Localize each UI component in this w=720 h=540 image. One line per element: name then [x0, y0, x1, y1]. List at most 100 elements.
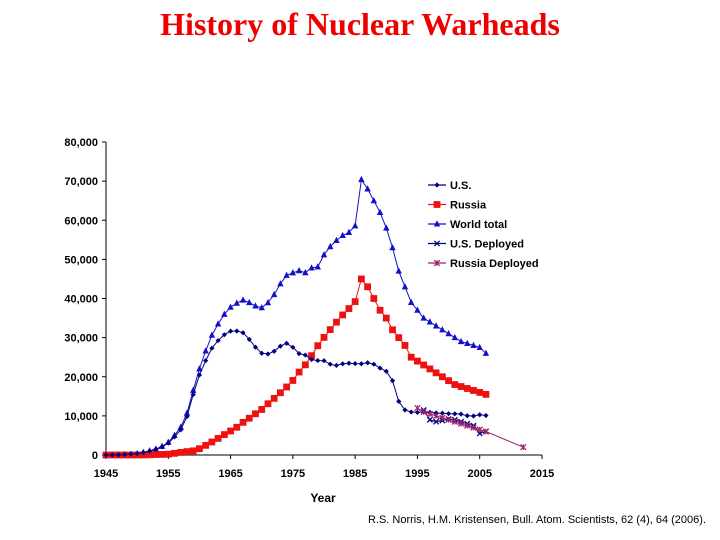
x-tick-label: 1975 [281, 468, 305, 480]
data-point [301, 361, 309, 369]
data-point [432, 322, 440, 329]
data-point [146, 451, 153, 459]
data-point [432, 412, 440, 420]
data-point [426, 416, 433, 423]
y-tick-label: 30,000 [64, 333, 98, 345]
data-point [183, 409, 191, 416]
data-point [227, 328, 234, 334]
data-point [109, 452, 115, 458]
data-point [326, 326, 334, 334]
data-point [202, 441, 210, 449]
data-point [183, 448, 191, 456]
data-point [357, 275, 365, 283]
legend-label: U.S. Deployed [450, 239, 524, 251]
data-point [520, 443, 527, 451]
y-tick-label: 40,000 [64, 294, 98, 306]
series-layer [102, 175, 527, 459]
x-axis-label: Year [310, 491, 336, 505]
data-point [283, 383, 291, 391]
data-point [159, 444, 165, 450]
data-point [476, 389, 484, 396]
legend-entry: Russia Deployed [428, 258, 539, 270]
data-point [320, 251, 328, 258]
data-point [401, 342, 409, 349]
chart-title: History of Nuclear Warheads [160, 6, 560, 42]
data-point [464, 413, 470, 419]
data-point [259, 350, 265, 356]
data-point [314, 342, 322, 350]
data-point [358, 175, 365, 183]
data-point [252, 410, 259, 418]
data-point [420, 314, 427, 321]
data-point [290, 344, 296, 350]
data-point [470, 413, 477, 419]
data-point [482, 428, 490, 435]
data-point [383, 224, 390, 231]
data-point [321, 358, 327, 364]
data-point [208, 438, 216, 446]
data-point [315, 357, 321, 364]
data-point [283, 271, 290, 278]
data-point [364, 283, 371, 291]
data-point [364, 185, 371, 192]
data-point [214, 435, 222, 442]
data-point [470, 424, 477, 431]
data-point [296, 351, 302, 357]
y-tick-label: 0 [92, 450, 98, 462]
data-point [433, 220, 441, 227]
data-point [209, 345, 215, 351]
data-point [414, 409, 421, 415]
data-point [189, 447, 197, 455]
data-point [477, 412, 483, 418]
data-point [389, 243, 396, 251]
data-point [196, 445, 203, 453]
data-point [147, 448, 153, 454]
data-point [171, 434, 178, 440]
data-point [178, 427, 184, 433]
data-point [339, 231, 346, 239]
data-point [234, 328, 240, 334]
data-point [464, 422, 471, 429]
legend: U.S. Russia World total U.S. Deployed Russia… [428, 180, 539, 270]
series-line [106, 330, 486, 456]
data-point [122, 451, 128, 458]
data-point [258, 303, 265, 311]
data-point [451, 418, 459, 425]
data-point [339, 311, 347, 319]
data-point [439, 410, 445, 416]
y-tick-label: 70,000 [64, 176, 98, 188]
data-point [203, 358, 209, 364]
x-tick-label: 2015 [530, 468, 554, 480]
data-point [470, 387, 477, 394]
data-point [351, 222, 359, 229]
data-point [184, 413, 190, 420]
data-point [308, 352, 315, 360]
data-point [289, 269, 297, 276]
data-point [426, 410, 434, 418]
data-point [439, 414, 446, 422]
data-point [438, 373, 446, 381]
data-point [240, 330, 246, 336]
legend-entry: U.S. [428, 180, 471, 192]
y-tick-label: 50,000 [64, 254, 98, 266]
data-point [221, 332, 227, 338]
data-point [420, 408, 427, 416]
data-point [239, 418, 247, 426]
data-point [451, 381, 459, 388]
data-point [389, 378, 396, 384]
data-point [214, 320, 222, 327]
data-point [264, 400, 272, 408]
data-point [340, 361, 346, 367]
data-point [483, 412, 489, 419]
data-point [190, 386, 197, 393]
data-point [414, 306, 421, 313]
data-point [408, 298, 415, 305]
data-point [345, 305, 353, 312]
data-point [165, 440, 171, 446]
data-point [432, 369, 440, 377]
data-point [333, 236, 340, 244]
legend-entry: World total [428, 219, 507, 231]
data-point [196, 365, 203, 372]
source-citation: R.S. Norris, H.M. Kristensen, Bull. Atom… [367, 514, 706, 526]
